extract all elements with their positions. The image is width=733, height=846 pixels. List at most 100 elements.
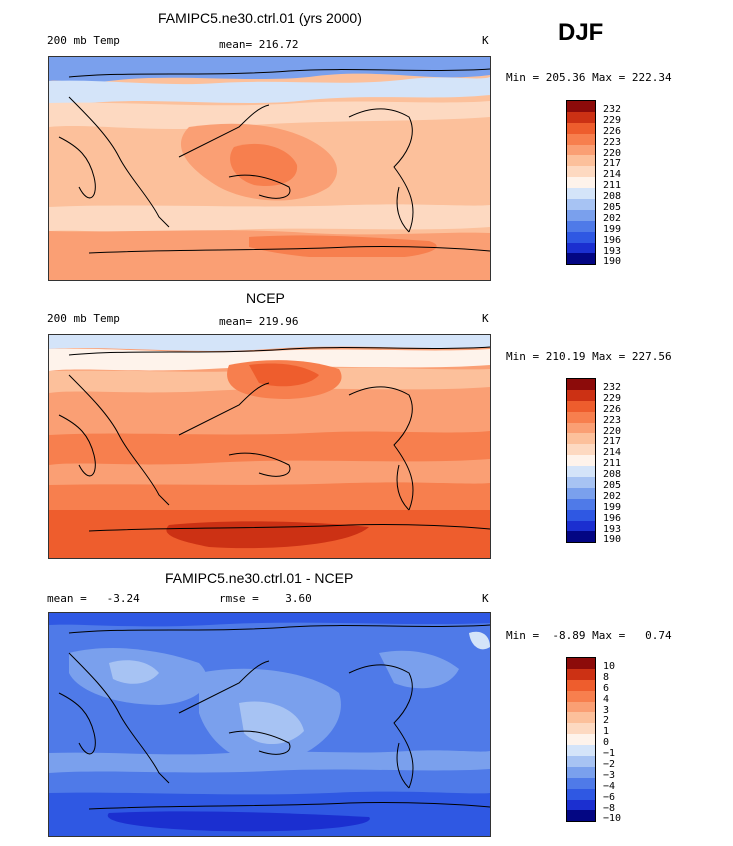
panel-3-map (48, 612, 491, 837)
panel-1-colorbar-swatch (567, 209, 595, 221)
colorbar-tick-label: 223 (603, 414, 622, 426)
panel-3-colorbar-swatch (567, 701, 595, 713)
panel-1-coastlines (58, 68, 490, 254)
panel-1-mean-label: mean= 216.72 (219, 38, 299, 51)
panel-3-colorbar-swatch (567, 712, 595, 724)
panel-1-map-svg (49, 57, 490, 280)
colorbar-tick-label: 220 (603, 147, 622, 159)
colorbar-tick-label: 193 (603, 523, 622, 535)
panel-1-colorbar-swatch (567, 166, 595, 178)
colorbar-tick-label: 2 (603, 715, 610, 727)
panel-1-colorbar-labels: 232 229 226 223 220 217 214 211 208 205 … (603, 104, 622, 268)
panel-2-coastlines (58, 346, 490, 532)
panel-3-coastlines (58, 624, 490, 810)
panel-2-colorbar-swatch (567, 444, 595, 456)
colorbar-tick-label: 202 (603, 212, 622, 224)
colorbar-tick-label: 223 (603, 136, 622, 148)
colorbar-tick-label: 211 (603, 458, 622, 470)
panel-1-colorbar-swatch (567, 199, 595, 210)
colorbar-tick-label: −3 (603, 769, 616, 781)
panel-2-colorbar-labels: 232 229 226 223 220 217 214 211 208 205 … (603, 382, 622, 546)
panel-1-colorbar-swatch (567, 177, 595, 189)
panel-3-colorbar-swatch (567, 766, 595, 778)
colorbar-tick-label: −1 (603, 748, 616, 760)
colorbar-tick-label: 6 (603, 682, 610, 694)
colorbar-tick-label: 211 (603, 180, 622, 192)
panel-3-min-max-label: Min = -8.89 Max = 0.74 (506, 629, 672, 642)
panel-1-colorbar-swatch (567, 133, 595, 145)
colorbar-tick-label: 196 (603, 234, 622, 246)
colorbar-tick-label: −8 (603, 802, 616, 814)
panel-1-colorbar-swatch (567, 253, 595, 265)
panel-1-colorbar-swatch (567, 144, 595, 156)
colorbar-tick-label: 10 (603, 661, 616, 672)
panel-2-title: NCEP (246, 290, 285, 306)
colorbar-tick-label: 193 (603, 245, 622, 257)
panel-1-map (48, 56, 491, 281)
panel-2-colorbar (566, 378, 596, 544)
panel-3-colorbar-swatch (567, 777, 595, 789)
panel-3-colorbar-swatch (567, 734, 595, 746)
colorbar-tick-label: 196 (603, 512, 622, 524)
panel-1-title: FAMIPC5.ne30.ctrl.01 (yrs 2000) (158, 10, 362, 26)
panel-1-colorbar-swatch (567, 188, 595, 200)
colorbar-tick-label: 199 (603, 223, 622, 235)
panel-2-variable-label: 200 mb Temp (47, 312, 120, 325)
panel-2-colorbar-swatch (567, 400, 595, 412)
colorbar-tick-label: 232 (603, 104, 622, 115)
panel-2-colorbar-swatch (567, 520, 595, 532)
panel-2-colorbar-swatch (567, 411, 595, 423)
colorbar-tick-label: 1 (603, 726, 610, 738)
colorbar-tick-label: 232 (603, 382, 622, 393)
colorbar-tick-label: 4 (603, 693, 610, 705)
panel-1-variable-label: 200 mb Temp (47, 34, 120, 47)
colorbar-tick-label: −2 (603, 759, 616, 771)
panel-3-colorbar-labels: 10 8 6 4 3 2 1 0 −1 −2 −3 −4 −6 −8 −10 (603, 661, 622, 825)
colorbar-tick-label: 190 (603, 534, 622, 546)
panel-3-colorbar (566, 657, 596, 823)
panel-3-colorbar-swatch (567, 658, 595, 669)
panel-3-colorbar-swatch (567, 756, 595, 767)
colorbar-tick-label: 190 (603, 256, 622, 268)
colorbar-tick-label: 214 (603, 447, 622, 459)
panel-1-min-max-label: Min = 205.36 Max = 222.34 (506, 71, 672, 84)
colorbar-tick-label: 205 (603, 202, 622, 214)
panel-2-colorbar-swatch (567, 466, 595, 478)
panel-1-colorbar-swatch (567, 242, 595, 254)
panel-2-colorbar-swatch (567, 455, 595, 467)
panel-2-colorbar-swatch (567, 379, 595, 390)
colorbar-tick-label: 8 (603, 671, 610, 683)
panel-2-colorbar-swatch (567, 422, 595, 434)
colorbar-tick-label: 202 (603, 490, 622, 502)
colorbar-tick-label: 217 (603, 158, 622, 170)
panel-1-colorbar-swatch (567, 101, 595, 112)
colorbar-tick-label: 229 (603, 114, 622, 126)
panel-2-unit-label: K (482, 312, 489, 325)
colorbar-tick-label: 208 (603, 191, 622, 203)
panel-1-colorbar-swatch (567, 111, 595, 123)
panel-3-colorbar-swatch (567, 810, 595, 822)
panel-3-colorbar-swatch (567, 745, 595, 757)
colorbar-tick-label: 226 (603, 403, 622, 415)
panel-3-unit-label: K (482, 592, 489, 605)
panel-2-colorbar-swatch (567, 433, 595, 445)
panel-3-colorbar-swatch (567, 679, 595, 691)
colorbar-tick-label: 220 (603, 425, 622, 437)
panel-2-colorbar-swatch (567, 477, 595, 488)
panel-1-colorbar (566, 100, 596, 266)
panel-3-rmse-label: rmse = 3.60 (219, 592, 312, 605)
panel-2-colorbar-swatch (567, 531, 595, 543)
panel-2-colorbar-swatch (567, 389, 595, 401)
colorbar-tick-label: 217 (603, 436, 622, 448)
colorbar-tick-label: 229 (603, 392, 622, 404)
colorbar-tick-label: −4 (603, 780, 616, 792)
colorbar-tick-label: 0 (603, 737, 610, 749)
panel-3-colorbar-swatch (567, 723, 595, 735)
colorbar-tick-label: −10 (603, 813, 622, 825)
panel-2-map-svg (49, 335, 490, 558)
panel-3-colorbar-swatch (567, 690, 595, 702)
panel-3-mean-label: mean = -3.24 (47, 592, 140, 605)
colorbar-tick-label: 3 (603, 704, 610, 716)
panel-1-colorbar-swatch (567, 122, 595, 134)
colorbar-tick-label: 205 (603, 480, 622, 492)
